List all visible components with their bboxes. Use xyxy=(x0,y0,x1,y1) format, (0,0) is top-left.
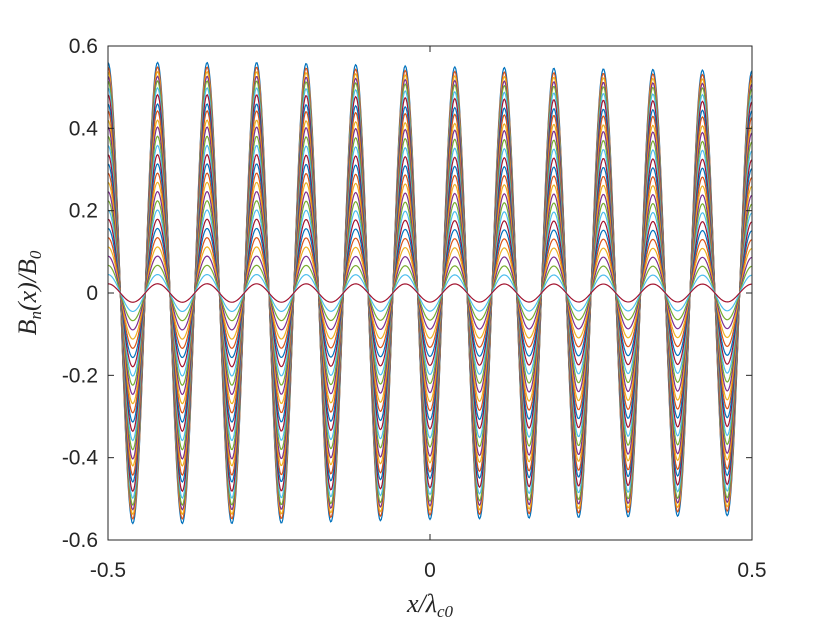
svg-text:Bn(x)/B0: Bn(x)/B0 xyxy=(13,250,45,335)
series-line xyxy=(107,237,753,349)
y-tick-label: 0.4 xyxy=(69,117,99,140)
series-line xyxy=(107,218,753,368)
x-tick-label: 0.5 xyxy=(737,559,766,582)
series-line xyxy=(107,200,753,386)
x-tick-label: -0.5 xyxy=(90,559,126,582)
y-tick-label: -0.2 xyxy=(62,364,98,387)
series-line xyxy=(107,227,753,359)
series-line xyxy=(107,264,753,322)
y-tick-label: 0.6 xyxy=(69,35,98,58)
y-tick-label: -0.6 xyxy=(62,529,98,552)
series-line xyxy=(107,255,753,331)
axis-ticks: -0.6 -0.4 -0.2 0 0.2 0.4 0.6 -0.5 0 0.5 xyxy=(62,35,767,582)
series-line xyxy=(107,283,753,303)
series-line xyxy=(107,273,753,313)
svg-text:x/λc0: x/λc0 xyxy=(406,589,454,621)
y-tick-label: 0.2 xyxy=(69,200,98,223)
y-axis-label: Bn(x)/B0 xyxy=(13,250,45,335)
y-tick-label: 0 xyxy=(86,282,98,305)
series-line xyxy=(107,246,753,340)
x-axis-label: x/λc0 xyxy=(406,589,454,621)
series-lines xyxy=(107,61,753,525)
x-tick-label: 0 xyxy=(424,559,436,582)
y-tick-label: -0.4 xyxy=(62,447,99,470)
